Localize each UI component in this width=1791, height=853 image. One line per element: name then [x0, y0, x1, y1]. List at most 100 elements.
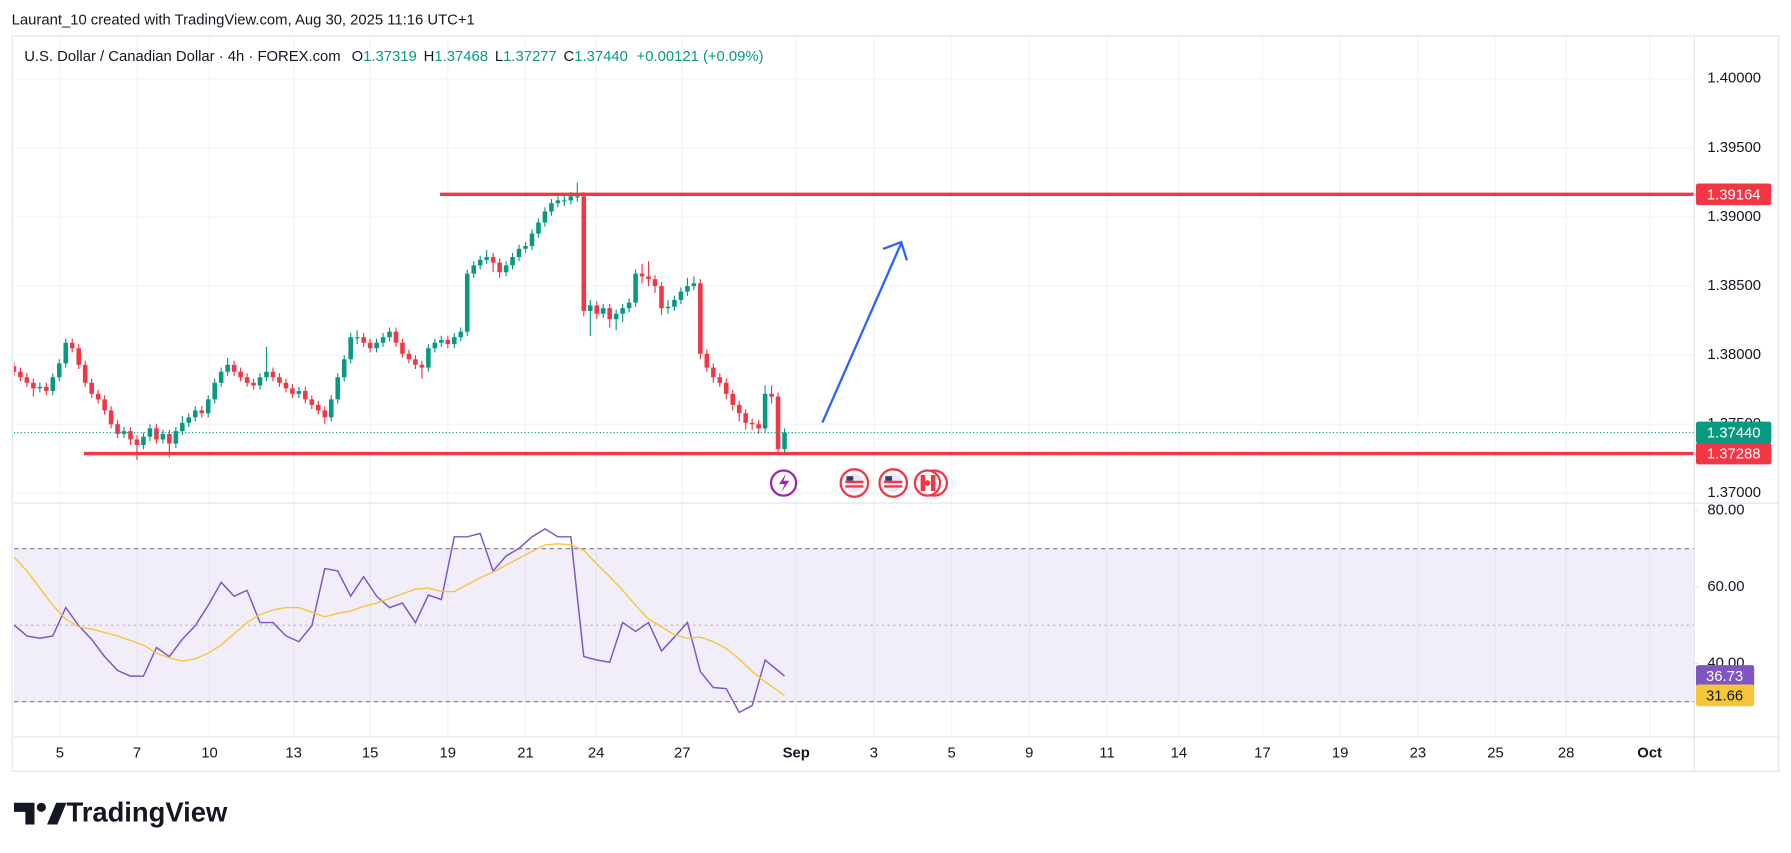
symbol-legend: U.S. Dollar / Canadian Dollar · 4h · FOR… [24, 49, 763, 65]
candle-body [367, 342, 373, 349]
candle-body [633, 273, 638, 303]
y-tick-label: 1.40000 [1707, 71, 1761, 87]
candle-body [205, 399, 211, 414]
y-tick-label: 80.00 [1707, 502, 1744, 518]
x-tick-label: 19 [1332, 746, 1349, 762]
ohlc-key: O [352, 49, 364, 65]
candle-body [374, 342, 379, 349]
candle-body [218, 371, 224, 383]
attribution: Laurant_10 created with TradingView.com,… [12, 12, 475, 28]
candle-body [600, 308, 606, 314]
candle-body [18, 371, 23, 378]
candle-body [277, 377, 282, 383]
candle-body [167, 433, 172, 444]
candle-body [231, 364, 237, 372]
candle-body [782, 432, 787, 450]
candle-body [348, 337, 353, 360]
ohlc-value: 1.37468 [434, 49, 488, 65]
rsi-line [13, 527, 785, 714]
candle-body [769, 393, 774, 397]
candle-body [730, 393, 736, 405]
level-badge-label: 1.39164 [1707, 187, 1761, 203]
candle-body [361, 337, 366, 343]
candle-body [173, 431, 179, 444]
candle-body [711, 367, 716, 378]
candle-body [257, 377, 263, 386]
candle-body [82, 364, 88, 383]
candle-body [199, 410, 205, 414]
candle-body [186, 417, 192, 423]
candle-body [50, 377, 56, 392]
value-badge [1695, 684, 1755, 707]
candle-body [31, 382, 36, 389]
candle-body [400, 342, 405, 354]
x-tick-label: 23 [1410, 746, 1427, 762]
y-tick-label: 1.38500 [1707, 278, 1761, 294]
candle-body [542, 211, 548, 223]
last-price-badge [1695, 421, 1772, 444]
candle-body [264, 371, 269, 378]
x-tick-label: 27 [674, 746, 691, 762]
candle-body [646, 276, 651, 280]
candle-body [775, 396, 781, 450]
y-tick-label: 1.38000 [1707, 347, 1761, 363]
candle-body [743, 413, 748, 423]
candle-body [341, 359, 347, 378]
candle-body [575, 196, 580, 198]
candle-body [115, 424, 120, 434]
trend-arrow [821, 240, 909, 423]
level-badge-label: 1.37288 [1707, 447, 1761, 463]
ohlc-value: 1.37440 [574, 49, 628, 65]
y-tick-label: 1.39500 [1707, 140, 1761, 156]
candle-body [251, 382, 256, 386]
x-tick-label: 5 [947, 746, 955, 762]
candle-body [283, 382, 289, 389]
y-tick-label: 1.37000 [1707, 485, 1761, 501]
ohlc-value: 1.37319 [363, 49, 417, 65]
candle-body [426, 348, 431, 368]
candle-body [464, 273, 470, 332]
x-tick-label: 15 [362, 746, 379, 762]
candle-body [95, 393, 101, 400]
ohlc-key: C [564, 49, 575, 65]
candle-body [393, 331, 399, 343]
x-tick-label: 13 [285, 746, 302, 762]
y-tick-label: 60.00 [1707, 579, 1744, 595]
candle-body [756, 424, 761, 429]
candle-body [484, 257, 489, 260]
ohlc-value: 1.37277 [503, 49, 557, 65]
candle-body [736, 404, 742, 414]
candle-body [639, 273, 645, 277]
candle-body [296, 391, 302, 394]
candle-body [108, 410, 114, 425]
candle-body [749, 422, 755, 425]
candle-body [665, 306, 671, 309]
ohlc-key: L [495, 49, 503, 65]
candle-body [607, 308, 612, 320]
symbol: U.S. Dollar / Canadian Dollar · 4h · FOR… [24, 49, 340, 65]
rsi-pane [13, 527, 1694, 714]
x-tick-label: 25 [1487, 746, 1504, 762]
candle-body [568, 196, 574, 201]
value-badge-label: 31.66 [1706, 688, 1743, 704]
candle-body [180, 422, 185, 432]
candle-body [672, 299, 677, 307]
candle-body [516, 248, 522, 258]
candle-body [63, 342, 69, 364]
candle-body [762, 393, 768, 429]
candle-body [322, 410, 328, 418]
candle-body [69, 342, 75, 349]
candle-body [503, 265, 509, 273]
candle-body [594, 305, 600, 314]
candle-body [555, 200, 561, 204]
last-price-label: 1.37440 [1707, 426, 1761, 442]
x-tick-label: 17 [1254, 746, 1271, 762]
candle-body [691, 283, 697, 287]
candle-body [316, 404, 321, 411]
candle-body [432, 342, 438, 349]
price-pane [13, 182, 1694, 461]
candle-body [678, 291, 684, 300]
x-tick-label: 21 [517, 746, 533, 762]
